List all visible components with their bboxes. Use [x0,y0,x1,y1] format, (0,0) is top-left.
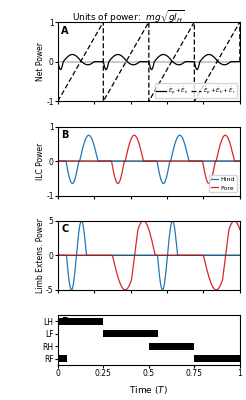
Bar [194,355,240,362]
Bar [149,343,194,350]
Y-axis label: Net Power: Net Power [36,42,45,81]
Bar [58,355,67,362]
Y-axis label: Limb Extens. Power: Limb Extens. Power [36,218,45,293]
Text: A: A [62,26,69,36]
Text: D: D [62,317,69,327]
Bar [58,318,103,325]
X-axis label: Time $(T)$: Time $(T)$ [129,384,168,396]
Text: B: B [62,130,69,140]
Legend: Hind, Fore: Hind, Fore [209,175,237,192]
Text: Units of power:  $mg\sqrt{gl_H}$: Units of power: $mg\sqrt{gl_H}$ [72,9,184,25]
Text: C: C [62,224,69,234]
Bar [103,330,158,337]
Legend: $\dot{E}_p + \dot{E}_k$, $\dot{E}_p + \dot{E}_k + \dot{E}_r$: $\dot{E}_p + \dot{E}_k$, $\dot{E}_p + \d… [154,84,237,98]
Y-axis label: ILC Power: ILC Power [36,142,45,180]
